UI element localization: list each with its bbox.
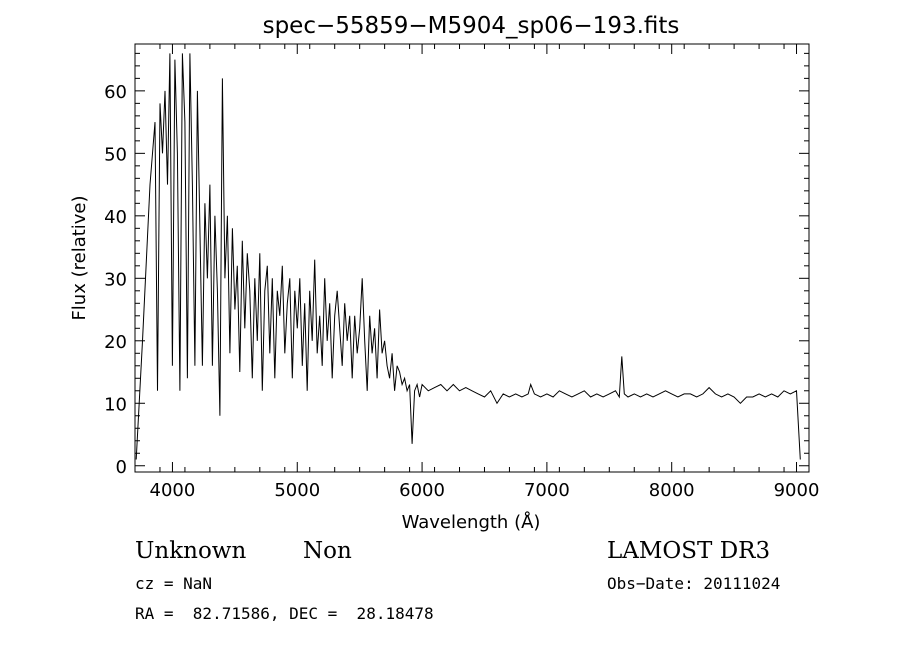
x-axis-label: Wavelength (Å) — [402, 511, 541, 533]
x-tick-label: 8000 — [649, 480, 695, 501]
y-tick-label: 50 — [104, 144, 127, 165]
chart-title: spec−55859−M5904_sp06−193.fits — [263, 13, 680, 39]
object-subclass: Non — [303, 538, 352, 564]
x-tick-label: 9000 — [774, 480, 820, 501]
obs-date: Obs−Date: 20111024 — [607, 574, 781, 593]
x-tick-label: 7000 — [524, 480, 570, 501]
tick-labels: 4000 5000 6000 7000 8000 9000 0 10 20 30 40 50 60 — [104, 82, 819, 501]
y-tick-label: 60 — [104, 82, 127, 103]
y-tick-label: 20 — [104, 332, 127, 353]
x-tick-label: 6000 — [399, 480, 445, 501]
redshift: cz = NaN — [135, 574, 213, 593]
y-tick-label: 10 — [104, 394, 127, 415]
plot-frame — [134, 43, 810, 473]
x-tick-label: 4000 — [150, 480, 196, 501]
object-class: Unknown — [135, 538, 247, 564]
survey-name: LAMOST DR3 — [607, 538, 771, 564]
y-tick-label: 0 — [116, 457, 127, 478]
spectrum-line — [135, 53, 801, 460]
y-tick-label: 30 — [104, 269, 127, 290]
axis-ticks — [134, 44, 810, 472]
y-tick-label: 40 — [104, 207, 127, 228]
x-tick-label: 5000 — [274, 480, 320, 501]
y-axis-label: Flux (relative) — [69, 195, 90, 320]
coordinates: RA = 82.71586, DEC = 28.18478 — [135, 604, 434, 623]
